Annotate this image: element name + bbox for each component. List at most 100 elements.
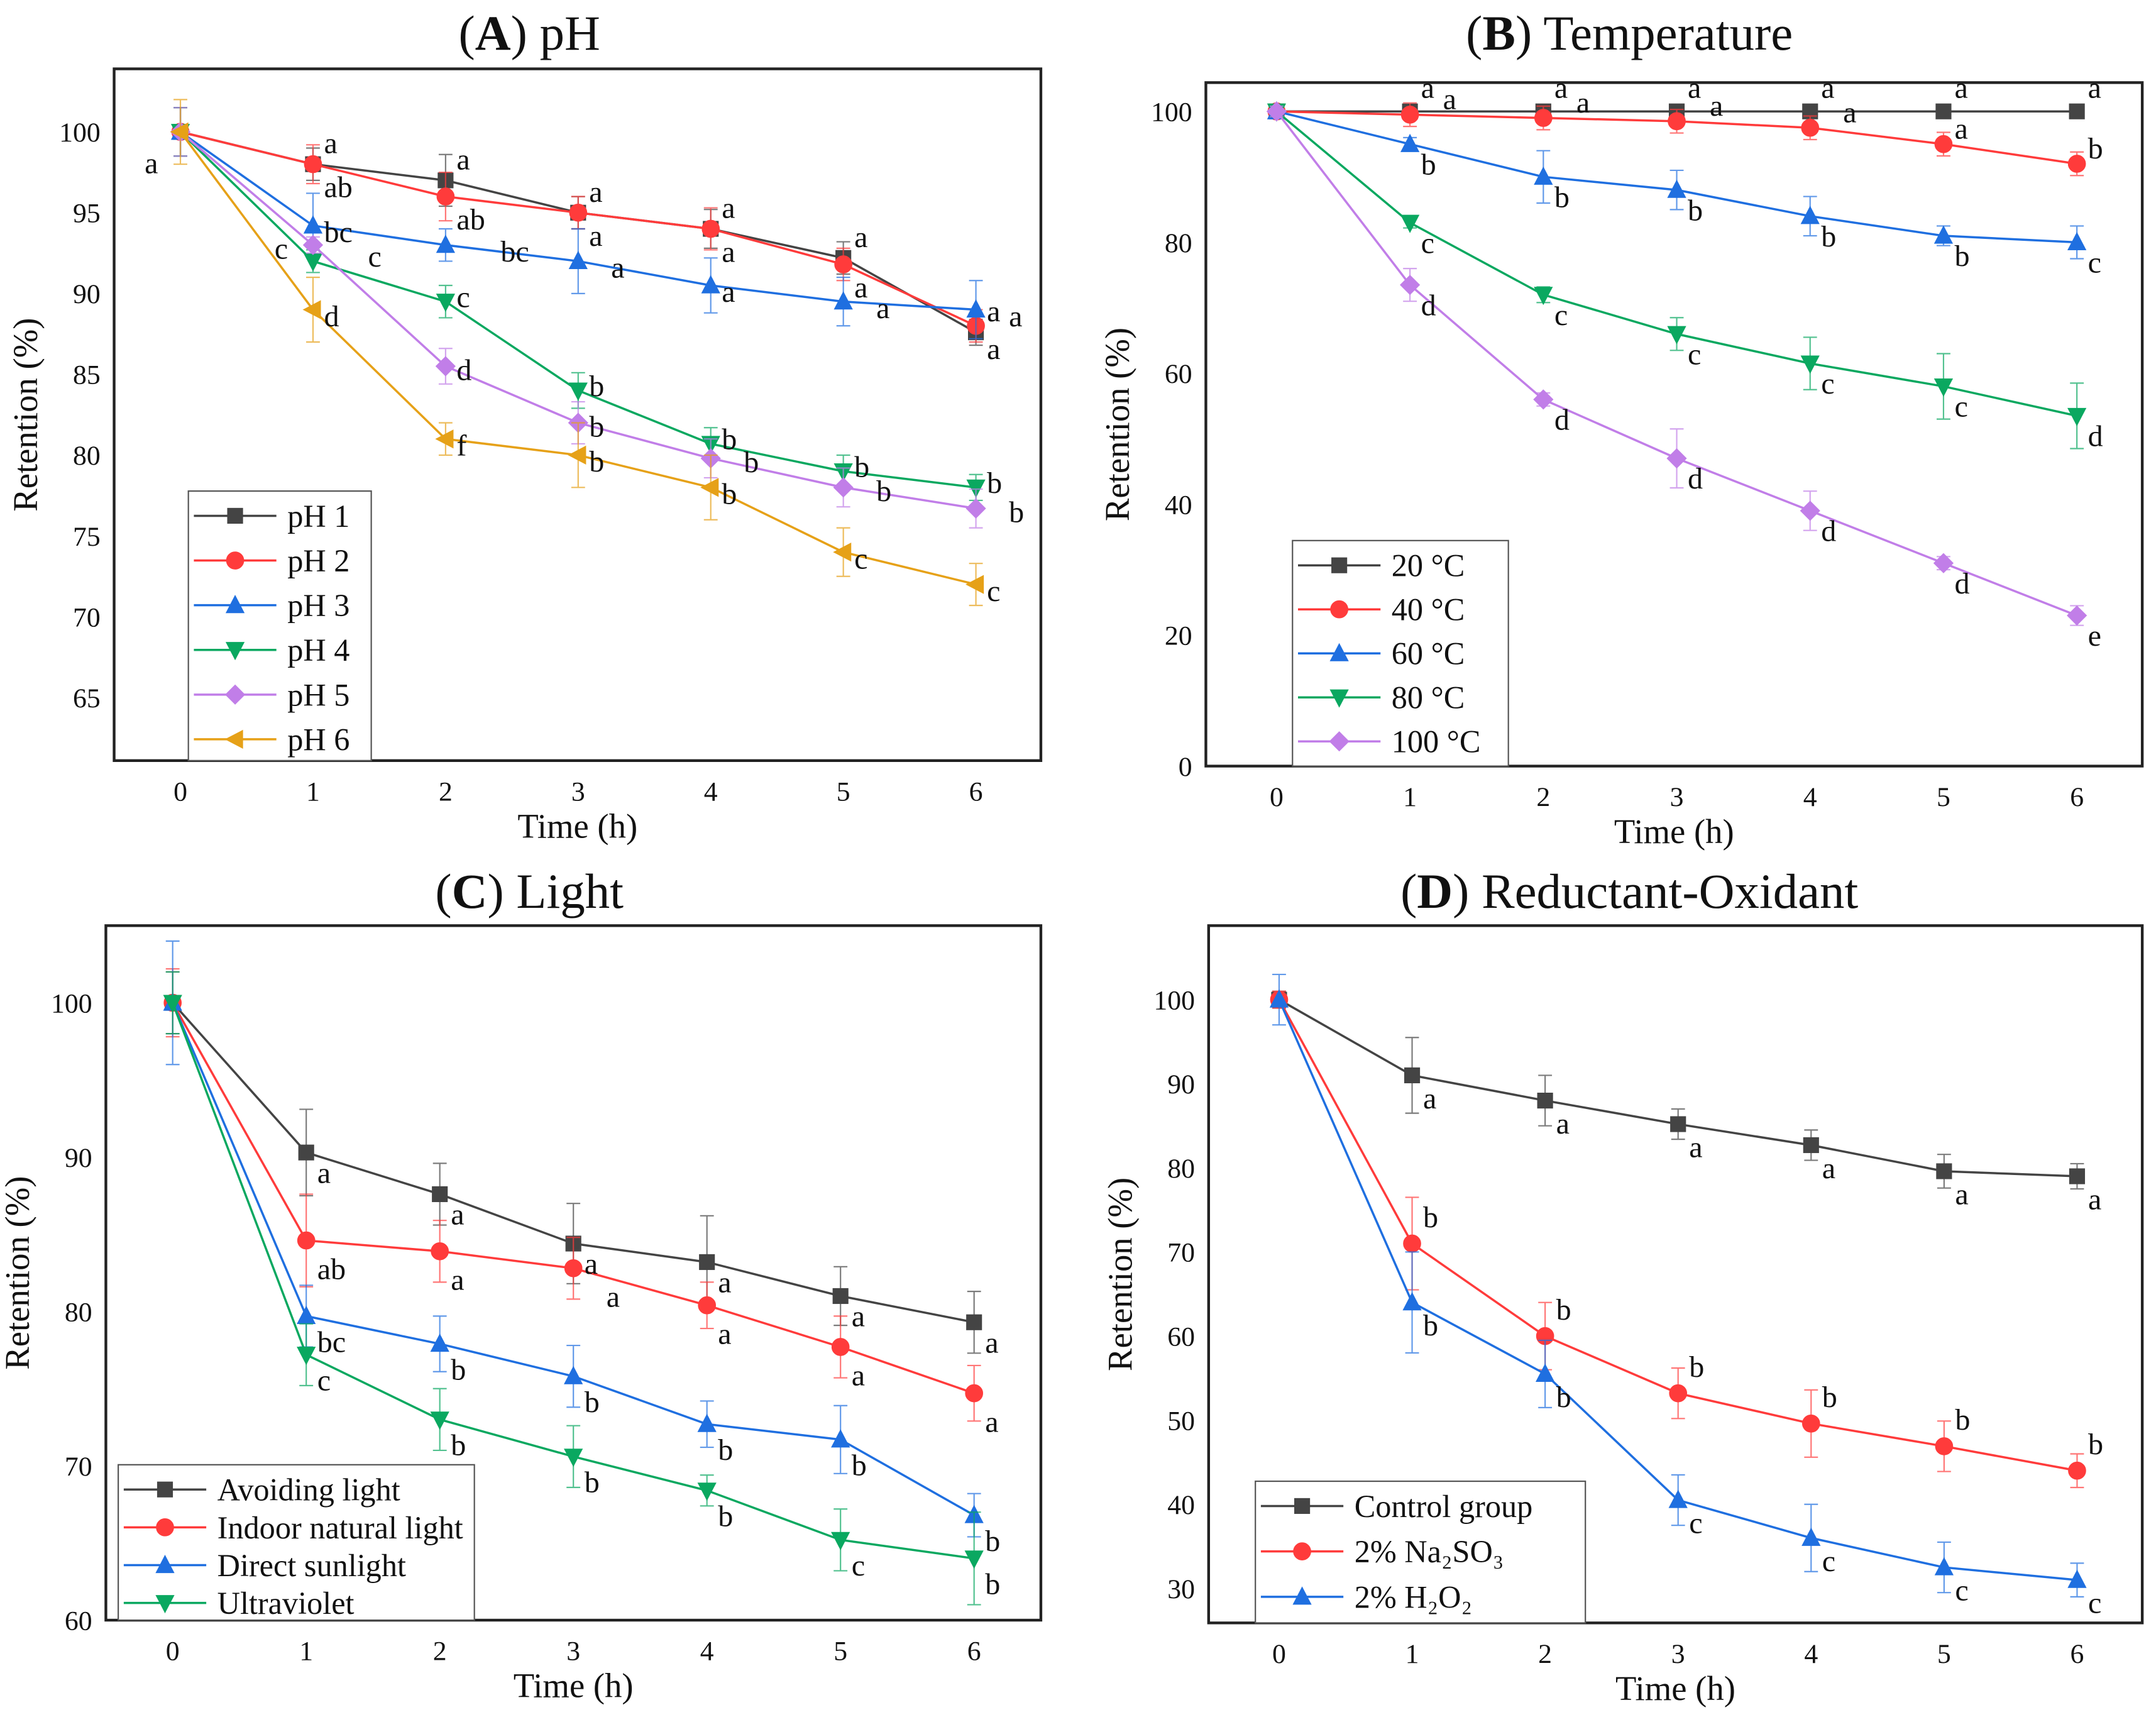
significance-letter: bc (324, 216, 352, 249)
data-point (2067, 155, 2086, 173)
significance-letter: a (1689, 1131, 1702, 1164)
data-point (831, 1429, 850, 1448)
title-paren-open: ( (1400, 864, 1417, 919)
data-point (964, 1550, 984, 1569)
significance-letter: c (2088, 246, 2101, 280)
significance-letter: a (589, 219, 602, 253)
data-point (965, 575, 984, 594)
data-point (298, 1144, 314, 1161)
plot-frame (113, 67, 1043, 762)
significance-letter: bc (317, 1325, 346, 1359)
data-point (698, 1296, 717, 1315)
legend-marker (157, 1481, 173, 1498)
data-point (1800, 206, 1820, 224)
data-point (564, 1366, 583, 1384)
legend-item: pH 2 (194, 543, 349, 578)
legend-item: 40 °C (1298, 592, 1465, 627)
y-tick-label: 0 (1179, 752, 1192, 782)
y-tick-label: 30 (1167, 1574, 1195, 1604)
data-point (2067, 1569, 2087, 1588)
plot-frame (104, 924, 1043, 1622)
y-tick-label: 80 (65, 1297, 92, 1327)
x-tick-label: 5 (833, 1636, 847, 1666)
legend-label: 100 °C (1392, 724, 1481, 759)
x-axis-label: Time (h) (1615, 1669, 1735, 1708)
data-point (297, 1305, 316, 1324)
data-point (564, 1449, 583, 1467)
significance-letter: b (1423, 1309, 1438, 1342)
significance-letter: a (1423, 1082, 1436, 1115)
y-tick-label: 80 (1165, 228, 1192, 258)
data-point (1400, 133, 1420, 152)
significance-letter: a (324, 127, 337, 160)
data-point (965, 498, 986, 519)
significance-letter: a (585, 1247, 598, 1281)
data-point (1537, 1093, 1553, 1109)
significance-letter: b (451, 1353, 466, 1386)
significance-letter: c (1822, 1545, 1835, 1578)
y-tick-label: 75 (73, 522, 101, 552)
series-100-c (1266, 101, 2087, 626)
legend-marker (155, 1595, 175, 1614)
x-tick-label: 3 (571, 776, 585, 807)
title-text: ) Temperature (1515, 6, 1793, 61)
legend-label: pH 1 (287, 499, 349, 534)
legend-label: 40 °C (1392, 592, 1465, 627)
y-tick-label: 90 (73, 279, 101, 309)
legend: pH 1 pH 2 pH 3 pH 4 pH 5 pH 6 (187, 490, 372, 761)
data-point (302, 300, 321, 319)
legend-marker (1294, 1498, 1311, 1515)
significance-letter: a (1421, 71, 1434, 104)
significance-letter: b (722, 478, 737, 511)
significance-letter: b (451, 1429, 466, 1462)
significance-letter: a (854, 221, 867, 254)
legend-item: pH 3 (194, 588, 349, 623)
x-tick-label: 6 (969, 776, 983, 807)
significance-letter: b (585, 1386, 600, 1419)
significance-letter: c (317, 1364, 331, 1398)
data-point (297, 1231, 316, 1250)
x-tick-label: 6 (2070, 782, 2084, 812)
significance-letter: a (1710, 89, 1723, 123)
legend-marker (225, 642, 245, 661)
y-tick-label: 60 (1165, 359, 1192, 389)
legend-marker (225, 595, 245, 614)
data-point (170, 122, 189, 141)
significance-letter: a (1556, 1107, 1570, 1140)
legend-item: Indoor natural light (123, 1510, 463, 1545)
x-tick-label: 1 (306, 776, 320, 807)
significance-letter: b (1009, 496, 1024, 529)
x-tick-label: 5 (1937, 782, 1950, 812)
legend-label: Ultraviolet (217, 1586, 355, 1621)
chart-title: (D) Reductant-Oxidant (1400, 864, 1858, 919)
y-tick-label: 80 (1167, 1154, 1195, 1184)
data-point (2069, 1168, 2086, 1184)
legend-label: Direct sunlight (217, 1548, 406, 1583)
significance-letter: b (985, 1568, 1000, 1601)
y-axis-label: Retention (%) (1101, 1178, 1139, 1371)
significance-letter: c (852, 1549, 865, 1582)
significance-letter: d (1554, 404, 1570, 437)
data-point (966, 1314, 982, 1330)
significance-letter: a (722, 275, 735, 309)
data-point (1535, 1363, 1555, 1382)
legend: Control group 2% Na₂SO₃ 2% H₂O₂ (1255, 1480, 1587, 1624)
x-tick-label: 4 (704, 776, 718, 807)
legend-label: pH 3 (287, 588, 349, 623)
data-point (436, 294, 455, 312)
significance-letter: a (987, 333, 1000, 366)
significance-letter: b (1423, 1201, 1438, 1234)
x-tick-label: 0 (173, 776, 187, 807)
data-point (2069, 103, 2085, 119)
legend-box (118, 1464, 475, 1621)
x-tick-label: 5 (837, 776, 850, 807)
significance-letter: b (722, 423, 737, 456)
data-point (1400, 214, 1420, 233)
legend-marker (1331, 557, 1348, 573)
x-tick-label: 4 (1803, 782, 1817, 812)
x-tick-label: 1 (1403, 782, 1417, 812)
significance-letter: b (1822, 1381, 1837, 1414)
data-point (701, 219, 720, 238)
legend-marker (224, 729, 243, 749)
